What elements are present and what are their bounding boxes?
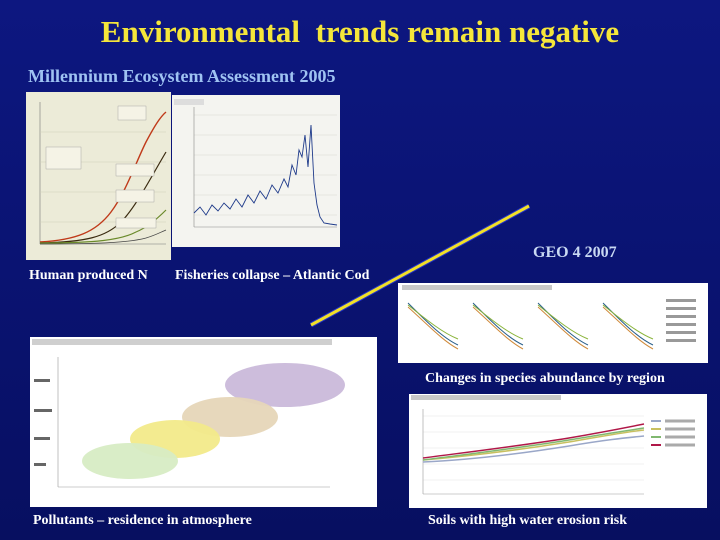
- caption-species: Changes in species abundance by region: [425, 371, 665, 386]
- species-abundance-chart-image: [398, 283, 708, 363]
- pollutants-chart-image: [30, 337, 377, 507]
- caption-soils: Soils with high water erosion risk: [428, 513, 628, 528]
- slide-subtitle: Millennium Ecosystem Assessment 2005: [28, 66, 336, 86]
- caption-pollutants: Pollutants – residence in atmosphere: [33, 513, 252, 528]
- nitrogen-chart-image: [26, 92, 171, 260]
- fisheries-chart-image: [172, 95, 340, 247]
- soils-chart-image: [409, 394, 707, 508]
- caption-nitrogen: Human produced N: [29, 268, 148, 283]
- geo4-label: GEO 4 2007: [533, 244, 617, 261]
- caption-fisheries: Fisheries collapse – Atlantic Cod: [175, 268, 370, 283]
- slide-title: Environmental trends remain negative: [100, 14, 620, 49]
